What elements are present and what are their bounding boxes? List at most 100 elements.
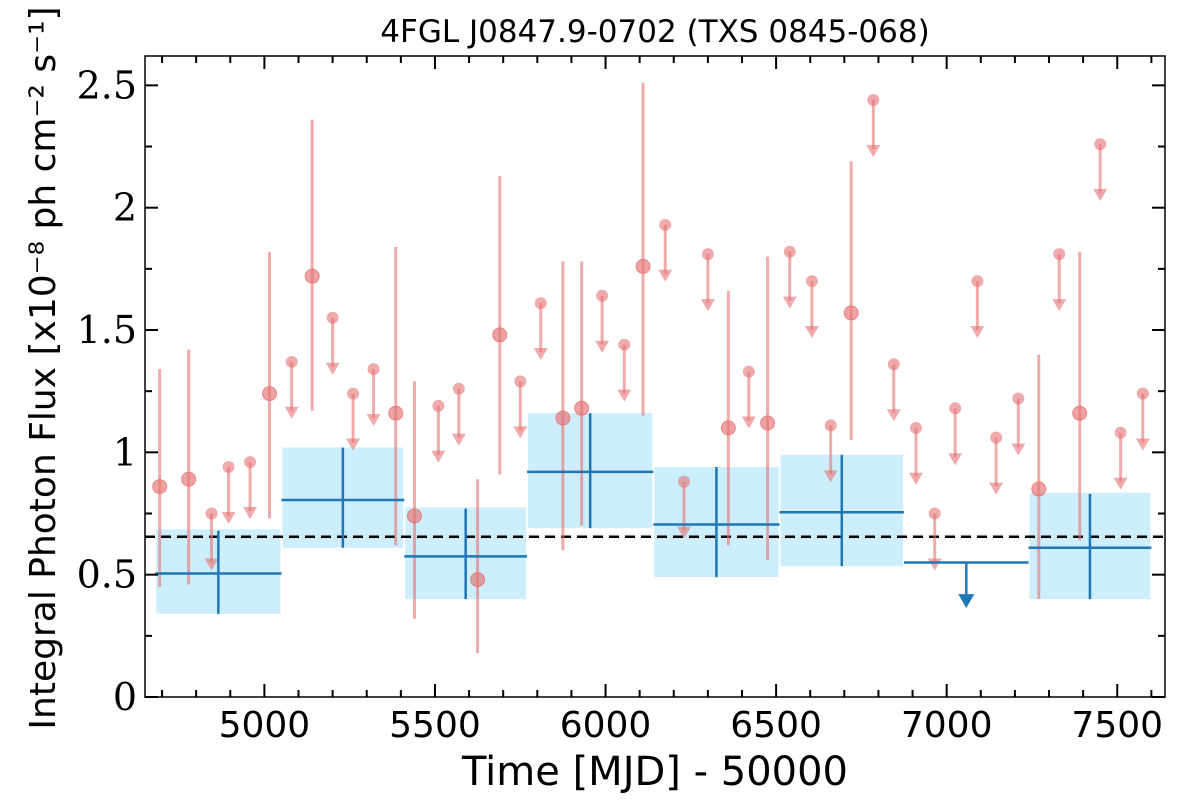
short-bin-ul-arrow-28 bbox=[1052, 299, 1067, 312]
short-bin-ul-arrow-24 bbox=[948, 453, 963, 466]
short-bin-point-12 bbox=[760, 415, 776, 431]
long-bin-series bbox=[155, 413, 1152, 614]
short-bin-ul-arrow-20 bbox=[866, 144, 881, 157]
short-bin-point-8 bbox=[555, 410, 571, 426]
short-bin-ul-point-25 bbox=[971, 275, 984, 288]
short-bin-ul-point-4 bbox=[326, 311, 339, 324]
short-bin-ul-arrow-30 bbox=[1113, 477, 1128, 490]
short-bin-ul-arrow-6 bbox=[366, 414, 381, 427]
chart-title: 4FGL J0847.9-0702 (TXS 0845-068) bbox=[380, 14, 929, 50]
short-bin-ul-point-21 bbox=[887, 358, 900, 371]
long-bin-bands bbox=[156, 413, 1151, 614]
short-bin-ul-arrow-3 bbox=[284, 406, 299, 419]
short-bin-ul-arrow-25 bbox=[970, 326, 985, 339]
short-bin-ul-arrow-19 bbox=[823, 470, 838, 483]
x-axis-label: Time [MJD] - 50000 bbox=[461, 749, 848, 795]
short-bin-ul-point-10 bbox=[534, 297, 547, 310]
short-bin-ul-point-13 bbox=[659, 218, 672, 231]
short-bin-ul-arrow-21 bbox=[886, 409, 901, 422]
short-bin-point-7 bbox=[492, 327, 508, 343]
y-axis-ticks: 0 0.5 1 1.5 2 2.5 bbox=[77, 63, 1165, 719]
short-bin-ul-arrow-31 bbox=[1135, 438, 1150, 451]
short-bin-ul-point-31 bbox=[1136, 387, 1149, 400]
short-bin-ul-arrow-13 bbox=[658, 269, 673, 282]
short-bin-ul-point-20 bbox=[867, 94, 880, 107]
short-bin-point-3 bbox=[304, 268, 320, 284]
y-tick-label-0: 0 bbox=[113, 675, 137, 719]
short-bin-ul-point-29 bbox=[1094, 138, 1107, 151]
short-bin-ul-arrow-22 bbox=[908, 472, 923, 485]
short-bin-point-4 bbox=[388, 405, 404, 421]
short-bin-ul-arrow-23 bbox=[927, 558, 942, 571]
short-bin-ul-point-3 bbox=[285, 355, 298, 368]
short-bin-point-13 bbox=[843, 305, 859, 321]
y-tick-label-3: 1.5 bbox=[77, 308, 137, 352]
short-bin-point-15 bbox=[1072, 405, 1088, 421]
short-bin-ul-point-18 bbox=[805, 275, 818, 288]
y-tick-label-1: 0.5 bbox=[77, 553, 137, 597]
short-bin-ul-point-24 bbox=[949, 402, 962, 415]
short-bin-ul-arrow-9 bbox=[513, 426, 528, 439]
short-bin-ul-arrow-17 bbox=[782, 296, 797, 309]
y-tick-label-2: 1 bbox=[113, 430, 137, 474]
short-bin-ul-point-1 bbox=[222, 461, 235, 474]
x-tick-label-0: 5000 bbox=[219, 705, 311, 746]
short-bin-ul-point-27 bbox=[1012, 392, 1025, 405]
short-bin-point-11 bbox=[720, 420, 736, 436]
y-axis-label: Integral Photon Flux [x10⁻⁸ ph cm⁻² s⁻¹] bbox=[23, 6, 64, 729]
x-tick-label-3: 6500 bbox=[730, 705, 822, 746]
long-bin-ul-arrow-0 bbox=[958, 594, 975, 609]
short-bin-ul-point-0 bbox=[205, 507, 218, 520]
short-bin-ul-point-14 bbox=[677, 475, 690, 488]
short-bin-ul-arrow-18 bbox=[804, 326, 819, 339]
short-bin-point-9 bbox=[574, 400, 590, 416]
short-bin-ul-arrow-16 bbox=[741, 416, 756, 429]
short-bin-ul-arrow-0 bbox=[204, 558, 219, 571]
short-bin-point-14 bbox=[1031, 481, 1047, 497]
short-bin-ul-arrow-27 bbox=[1011, 443, 1026, 456]
short-bin-ul-arrow-11 bbox=[595, 340, 610, 353]
short-bin-ul-point-17 bbox=[783, 245, 796, 258]
short-bin-ul-point-5 bbox=[347, 387, 360, 400]
x-tick-label-1: 5500 bbox=[389, 705, 481, 746]
y-tick-label-5: 2.5 bbox=[77, 63, 137, 107]
y-tick-label-4: 2 bbox=[113, 186, 137, 230]
short-bin-ul-arrow-7 bbox=[431, 450, 446, 463]
short-bin-ul-point-30 bbox=[1114, 426, 1127, 439]
x-tick-label-4: 7000 bbox=[901, 705, 993, 746]
short-bin-ul-arrow-12 bbox=[617, 389, 632, 402]
short-bin-ul-arrow-10 bbox=[533, 348, 548, 361]
short-bin-point-1 bbox=[181, 471, 197, 487]
x-tick-label-2: 6000 bbox=[560, 705, 652, 746]
short-bin-ul-arrow-4 bbox=[325, 362, 340, 375]
short-bin-ul-point-9 bbox=[514, 375, 527, 388]
short-bin-point-6 bbox=[470, 572, 486, 588]
short-bin-ul-point-26 bbox=[990, 431, 1003, 444]
short-bin-ul-point-23 bbox=[928, 507, 941, 520]
short-bin-ul-point-19 bbox=[824, 419, 837, 432]
short-bin-ul-arrow-8 bbox=[451, 433, 466, 446]
short-bin-ul-arrow-2 bbox=[243, 507, 258, 520]
short-bin-ul-point-28 bbox=[1053, 248, 1066, 261]
short-bin-ul-point-2 bbox=[244, 456, 257, 469]
short-bin-ul-arrow-15 bbox=[700, 299, 715, 312]
short-bin-ul-point-8 bbox=[452, 382, 465, 395]
short-bin-ul-point-16 bbox=[742, 365, 755, 378]
x-axis-ticks: 5000 5500 6000 6500 7000 7500 bbox=[161, 56, 1163, 746]
plot-frame bbox=[144, 55, 1166, 698]
short-bin-series bbox=[152, 82, 1150, 653]
short-bin-ul-arrow-29 bbox=[1093, 189, 1108, 202]
short-bin-point-5 bbox=[406, 508, 422, 524]
short-bin-ul-arrow-26 bbox=[989, 482, 1004, 495]
short-bin-point-2 bbox=[262, 386, 278, 402]
axes bbox=[144, 55, 1166, 698]
short-bin-ul-arrow-5 bbox=[346, 438, 361, 451]
short-bin-ul-point-12 bbox=[618, 338, 631, 351]
short-bin-ul-point-15 bbox=[701, 248, 714, 261]
short-bin-point-10 bbox=[635, 258, 651, 274]
short-bin-ul-point-11 bbox=[596, 289, 609, 302]
short-bin-ul-arrow-1 bbox=[221, 511, 236, 524]
short-bin-ul-arrow-14 bbox=[676, 526, 691, 539]
short-bin-ul-point-7 bbox=[432, 399, 445, 412]
